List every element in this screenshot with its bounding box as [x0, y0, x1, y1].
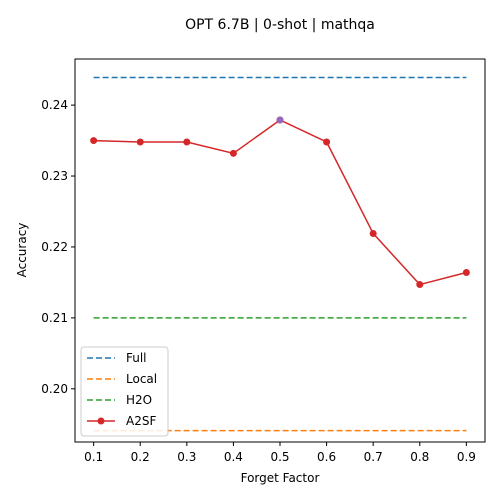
- data-point: [90, 137, 98, 145]
- data-point: [323, 138, 331, 146]
- x-tick-label: 0.7: [364, 450, 383, 464]
- x-tick-label: 0.4: [224, 450, 243, 464]
- y-tick-label: 0.21: [41, 311, 68, 325]
- chart-title: OPT 6.7B | 0-shot | mathqa: [185, 17, 375, 33]
- y-axis-label: Accuracy: [15, 223, 29, 278]
- series-layer: [90, 76, 470, 432]
- series-line-a2sf: [93, 119, 467, 286]
- data-point: [183, 138, 191, 146]
- y-tick-label: 0.20: [41, 382, 68, 396]
- data-point: [136, 138, 144, 146]
- x-tick-label: 0.6: [317, 450, 336, 464]
- x-tick-label: 0.1: [84, 450, 103, 464]
- y-tick-label: 0.22: [41, 240, 68, 254]
- highlight-point: [276, 116, 284, 124]
- data-point: [462, 268, 470, 276]
- data-point: [229, 149, 237, 157]
- legend-label: Local: [126, 372, 157, 386]
- tick-layer: 0.1 0.2 0.3 0.4 0.5 0.6 0.7 0.8 0.9 0.20 0.21 0.22 0…: [41, 98, 476, 464]
- legend-marker: [97, 417, 105, 425]
- x-tick-label: 0.9: [457, 450, 476, 464]
- x-tick-label: 0.3: [177, 450, 196, 464]
- legend-label: H2O: [126, 393, 152, 407]
- x-tick-label: 0.2: [131, 450, 150, 464]
- data-point: [369, 229, 377, 237]
- data-point: [416, 281, 424, 289]
- y-tick-label: 0.23: [41, 169, 68, 183]
- legend: Full Local H2O A2SF: [80, 346, 169, 437]
- x-axis-label: Forget Factor: [241, 471, 320, 485]
- x-tick-label: 0.5: [270, 450, 289, 464]
- legend-label: Full: [126, 351, 147, 365]
- x-tick-label: 0.8: [410, 450, 429, 464]
- y-tick-label: 0.24: [41, 98, 68, 112]
- legend-label: A2SF: [126, 414, 156, 428]
- legend-box: [80, 346, 169, 437]
